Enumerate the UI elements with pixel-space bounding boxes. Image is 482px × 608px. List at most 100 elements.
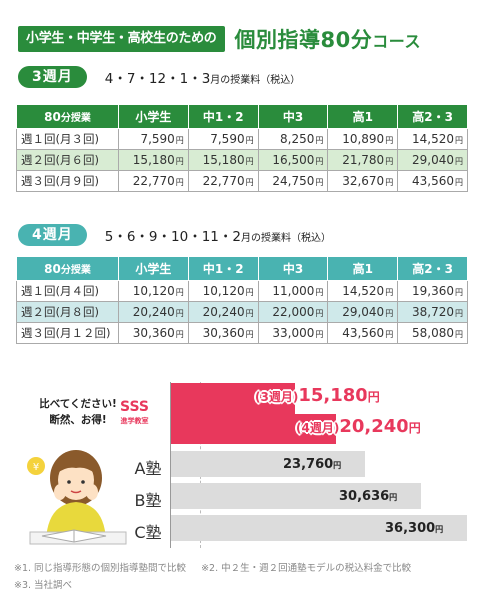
- price-value: 29,040: [412, 153, 454, 167]
- competitor-bar: [171, 483, 421, 509]
- price-value: 7,590: [210, 132, 245, 146]
- yen-unit: 円: [385, 157, 394, 166]
- footnote: ※3. 当社調べ: [14, 580, 73, 591]
- sss-bar-label: (3週月)15,180円: [255, 385, 380, 406]
- week3-months: 4・7・12・1・3月の授業料（税込）: [105, 67, 301, 87]
- price-value: 22,000: [272, 305, 315, 319]
- row-label: 週２回(月８回): [16, 301, 119, 323]
- column-header: 小学生: [118, 104, 189, 129]
- competitor-value-number: 30,636: [339, 489, 390, 504]
- week4-head-minutes: 80: [44, 262, 61, 276]
- header-title: 個別指導80分コース: [235, 24, 421, 54]
- price-cell: 7,590円: [187, 128, 259, 150]
- price-cell: 43,560円: [327, 322, 399, 344]
- table-row: 週２回(月６回) 15,180円 15,180円 16,500円 21,780円 29,0…: [16, 149, 468, 171]
- sss-bar-value: 15,180: [298, 385, 368, 406]
- price-value: 24,750: [272, 174, 315, 188]
- yen-unit: 円: [385, 136, 394, 145]
- price-value: 38,720: [412, 305, 454, 319]
- yen-unit: 円: [385, 309, 394, 318]
- price-value: 43,560: [412, 174, 454, 188]
- yen-unit: 円: [455, 288, 463, 297]
- price-cell: 29,040円: [397, 149, 468, 171]
- competitor-bar: [171, 515, 467, 541]
- price-cell: 8,250円: [257, 128, 329, 150]
- price-cell: 32,670円: [327, 170, 399, 192]
- price-cell: 15,180円: [118, 149, 189, 171]
- price-cell: 16,500円: [257, 149, 329, 171]
- competitor-name: A塾: [134, 459, 162, 478]
- yen-unit: 円: [175, 288, 184, 297]
- column-header: 高1: [327, 104, 399, 129]
- price-cell: 10,120円: [118, 280, 189, 302]
- competitor-value-yen: 円: [435, 525, 444, 534]
- price-value: 16,500: [272, 153, 315, 167]
- sss-bar-yen: 円: [408, 421, 421, 435]
- sss-bar: [171, 414, 336, 444]
- week4-badge: 4週月: [18, 224, 87, 246]
- column-header: 高1: [327, 256, 399, 281]
- price-value: 10,120: [202, 284, 245, 298]
- sss-sub: 進学教室: [120, 417, 149, 425]
- chart-axis-line: [170, 382, 171, 548]
- week4-months-list: 5・6・9・10・11・2: [104, 229, 241, 245]
- price-cell: 24,750円: [257, 170, 329, 192]
- week4-section-label: 4週月 5・6・9・10・11・2月の授業料（税込）: [18, 224, 331, 246]
- price-value: 32,670: [342, 174, 385, 188]
- yen-unit: 円: [175, 330, 184, 339]
- yen-unit: 円: [245, 178, 254, 187]
- week4-months: 5・6・9・10・11・2月の授業料（税込）: [105, 225, 331, 245]
- yen-unit: 円: [385, 288, 394, 297]
- row-label: 週１回(月４回): [16, 280, 119, 302]
- speech-line-2: 断然、お得!: [49, 414, 107, 426]
- price-value: 58,080: [412, 326, 454, 340]
- sss-name: SSS: [120, 399, 149, 415]
- speech-bubble: 比べてください! 断然、お得!: [28, 396, 128, 428]
- price-value: 15,180: [202, 153, 245, 167]
- week4-head-suffix: 分授業: [60, 265, 91, 276]
- sss-bar-value: 20,240: [339, 416, 409, 437]
- price-cell: 10,120円: [187, 280, 259, 302]
- price-cell: 14,520円: [327, 280, 399, 302]
- column-header: 高2・3: [397, 256, 468, 281]
- yen-unit: 円: [385, 178, 394, 187]
- price-cell: 14,520円: [397, 128, 468, 150]
- week3-months-suffix: 月の授業料（税込）: [210, 75, 301, 86]
- speech-line-1: 比べてください!: [39, 398, 117, 410]
- price-cell: 20,240円: [187, 301, 259, 323]
- footnote: ※2. 中２生・週２回通塾モデルの税込料金で比較: [201, 563, 412, 574]
- price-value: 33,000: [272, 326, 315, 340]
- price-value: 43,560: [342, 326, 385, 340]
- yen-unit: 円: [455, 136, 463, 145]
- week4-fee-table: 80分授業 小学生 中1・2 中3 高1 高2・3 週１回(月４回) 10,120…: [16, 256, 468, 344]
- price-value: 14,520: [412, 132, 454, 146]
- column-header: 小学生: [118, 256, 189, 281]
- price-cell: 30,360円: [187, 322, 259, 344]
- header-title-suffix: コース: [372, 32, 421, 51]
- price-value: 29,040: [342, 305, 385, 319]
- price-cell: 43,560円: [397, 170, 468, 192]
- page-header: 小学生・中学生・高校生のための 個別指導80分コース: [18, 24, 421, 54]
- week3-head-label: 80分授業: [16, 104, 119, 129]
- row-label: 週１回(月３回): [16, 128, 119, 150]
- yen-unit: 円: [315, 309, 324, 318]
- price-cell: 20,240円: [118, 301, 189, 323]
- yen-unit: 円: [175, 178, 184, 187]
- week3-months-list: 4・7・12・1・3: [104, 71, 211, 87]
- column-header: 中3: [257, 256, 329, 281]
- week3-head-minutes: 80: [44, 110, 61, 124]
- price-cell: 10,890円: [327, 128, 399, 150]
- table-row: 週３回(月９回) 22,770円 22,770円 24,750円 32,670円 43,5…: [16, 170, 468, 192]
- sss-bar-prefix: (4週月): [296, 421, 340, 435]
- table-row: 週１回(月４回) 10,120円 10,120円 11,000円 14,520円 19,3…: [16, 280, 468, 302]
- row-label: 週３回(月１２回): [16, 322, 119, 344]
- student-illustration-icon: ¥: [27, 450, 127, 545]
- price-value: 11,000: [272, 284, 315, 298]
- price-value: 14,520: [342, 284, 385, 298]
- price-value: 20,240: [132, 305, 175, 319]
- price-value: 22,770: [202, 174, 245, 188]
- competitor-value-yen: 円: [389, 493, 398, 502]
- yen-unit: 円: [175, 309, 184, 318]
- yen-unit: 円: [455, 157, 463, 166]
- yen-unit: 円: [245, 157, 254, 166]
